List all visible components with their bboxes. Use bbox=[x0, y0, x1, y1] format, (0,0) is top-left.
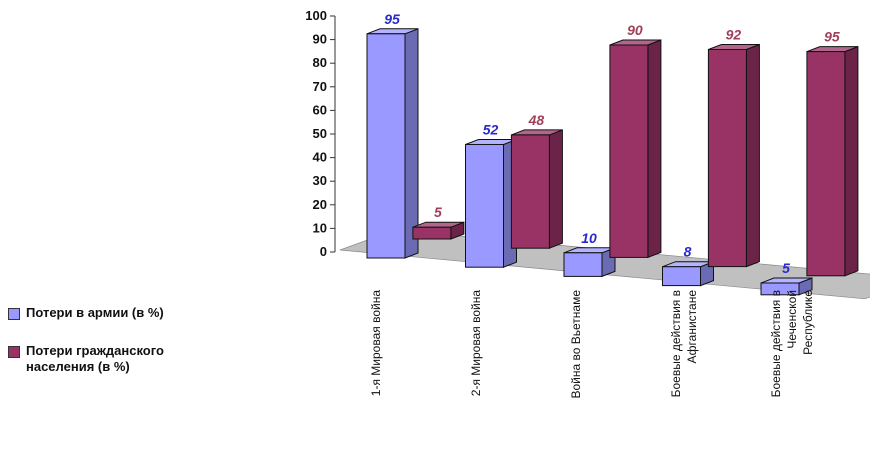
bar-army-0-side bbox=[404, 28, 419, 259]
bar-civilians-4-front bbox=[806, 51, 846, 277]
data-label-army-2: 10 bbox=[581, 230, 597, 246]
y-tick-label: 80 bbox=[313, 55, 327, 70]
bar-civilians-2-front bbox=[609, 44, 649, 258]
bar-army-3-front bbox=[662, 266, 701, 287]
category-label-2: Война во Вьетнаме bbox=[569, 290, 583, 399]
category-label-3: Афганистане bbox=[685, 290, 699, 364]
category-label-0: 1-я Мировая война bbox=[369, 290, 383, 397]
y-tick-label: 70 bbox=[313, 79, 327, 94]
legend-item-civilians: Потери гражданского населения (в %) bbox=[8, 343, 286, 375]
bar-army-4 bbox=[760, 277, 813, 296]
x-axis: 1-я Мировая война 2-я Мировая война Война … bbox=[369, 290, 815, 399]
bar-army-0 bbox=[366, 28, 419, 259]
bar-army-1 bbox=[465, 138, 517, 268]
legend-item-army: Потери в армии (в %) bbox=[8, 305, 286, 321]
y-tick-label: 50 bbox=[313, 126, 327, 141]
bar-army-2 bbox=[563, 247, 616, 278]
data-label-civilians-2: 90 bbox=[627, 22, 643, 38]
bar-army-4-front bbox=[760, 282, 800, 296]
category-label-4: Республике bbox=[801, 290, 815, 355]
bar-civilians-3-side bbox=[745, 43, 760, 268]
data-label-army-1: 52 bbox=[483, 121, 499, 137]
bar-army-0-front bbox=[366, 33, 406, 259]
category-label-4: Чеченской bbox=[785, 290, 799, 349]
bar-army-3 bbox=[662, 260, 714, 287]
data-labels: 95 5 52 48 10 90 8 92 5 95 bbox=[384, 11, 840, 276]
bar-civilians-1-side bbox=[548, 129, 563, 249]
bar-civilians-3-front bbox=[707, 48, 747, 268]
data-label-army-3: 8 bbox=[684, 244, 692, 260]
category-label-4: Боевые действия в bbox=[769, 290, 783, 397]
y-tick-label: 100 bbox=[305, 8, 327, 23]
y-tick-label: 40 bbox=[313, 150, 327, 165]
category-label-3: Боевые действия в bbox=[669, 290, 683, 397]
legend-swatch-army bbox=[8, 308, 20, 320]
y-tick-label: 90 bbox=[313, 32, 327, 47]
y-tick-label: 60 bbox=[313, 102, 327, 117]
category-label-1: 2-я Мировая война bbox=[469, 290, 483, 397]
data-label-army-4: 5 bbox=[782, 260, 790, 276]
legend-label-civilians: Потери гражданского населения (в %) bbox=[26, 343, 164, 374]
bar-civilians-2 bbox=[609, 39, 662, 259]
bars bbox=[366, 28, 859, 296]
bar-army-1-front bbox=[465, 143, 504, 268]
y-tick-label: 0 bbox=[320, 244, 327, 259]
bar-civilians-4 bbox=[806, 45, 859, 277]
y-tick-label: 20 bbox=[313, 197, 327, 212]
bar-civilians-3 bbox=[707, 43, 760, 268]
bar-civilians-0 bbox=[412, 221, 465, 240]
data-label-civilians-3: 92 bbox=[726, 26, 742, 42]
legend-label-army: Потери в армии (в %) bbox=[26, 305, 164, 320]
bar-civilians-1-front bbox=[510, 134, 550, 249]
bar-civilians-2-side bbox=[647, 39, 662, 259]
y-tick-label: 10 bbox=[313, 220, 327, 235]
data-label-army-0: 95 bbox=[384, 11, 400, 27]
y-tick-label: 30 bbox=[313, 173, 327, 188]
bar-civilians-4-side bbox=[844, 45, 859, 277]
legend: Потери в армии (в %) Потери гражданского… bbox=[8, 305, 286, 397]
bar-army-2-front bbox=[563, 252, 603, 277]
data-label-civilians-4: 95 bbox=[824, 29, 840, 45]
bar-civilians-0-front bbox=[412, 226, 452, 240]
legend-swatch-civilians bbox=[8, 346, 20, 358]
bar-civilians-1 bbox=[510, 129, 563, 249]
data-label-civilians-1: 48 bbox=[528, 112, 545, 128]
data-label-civilians-0: 5 bbox=[434, 204, 442, 220]
